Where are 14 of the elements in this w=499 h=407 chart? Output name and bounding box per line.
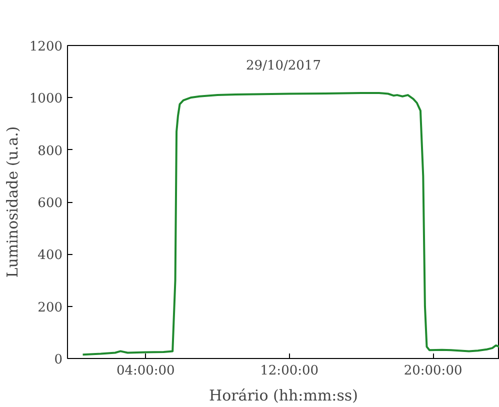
x-tick-label: 04:00:00 [116, 364, 175, 378]
y-tick-label: 800 [38, 144, 63, 159]
y-tick-label: 200 [38, 300, 63, 316]
y-axis-title: Luminosidade (u.a.) [3, 126, 22, 278]
line-series [82, 92, 499, 356]
y-tick-label: 1200 [29, 40, 63, 54]
y-tick-label: 600 [38, 196, 63, 211]
x-tick-label: 12:00:00 [260, 364, 319, 378]
y-tick-label: 0 [54, 352, 63, 368]
x-axis-title: Horário (hh:mm:ss) [209, 386, 358, 404]
text: 29/10/2017 [246, 58, 321, 74]
y-tick-label: 1000 [29, 92, 63, 107]
x-tick-label: 20:00:00 [404, 364, 462, 378]
y-tick-label: 400 [38, 248, 63, 264]
